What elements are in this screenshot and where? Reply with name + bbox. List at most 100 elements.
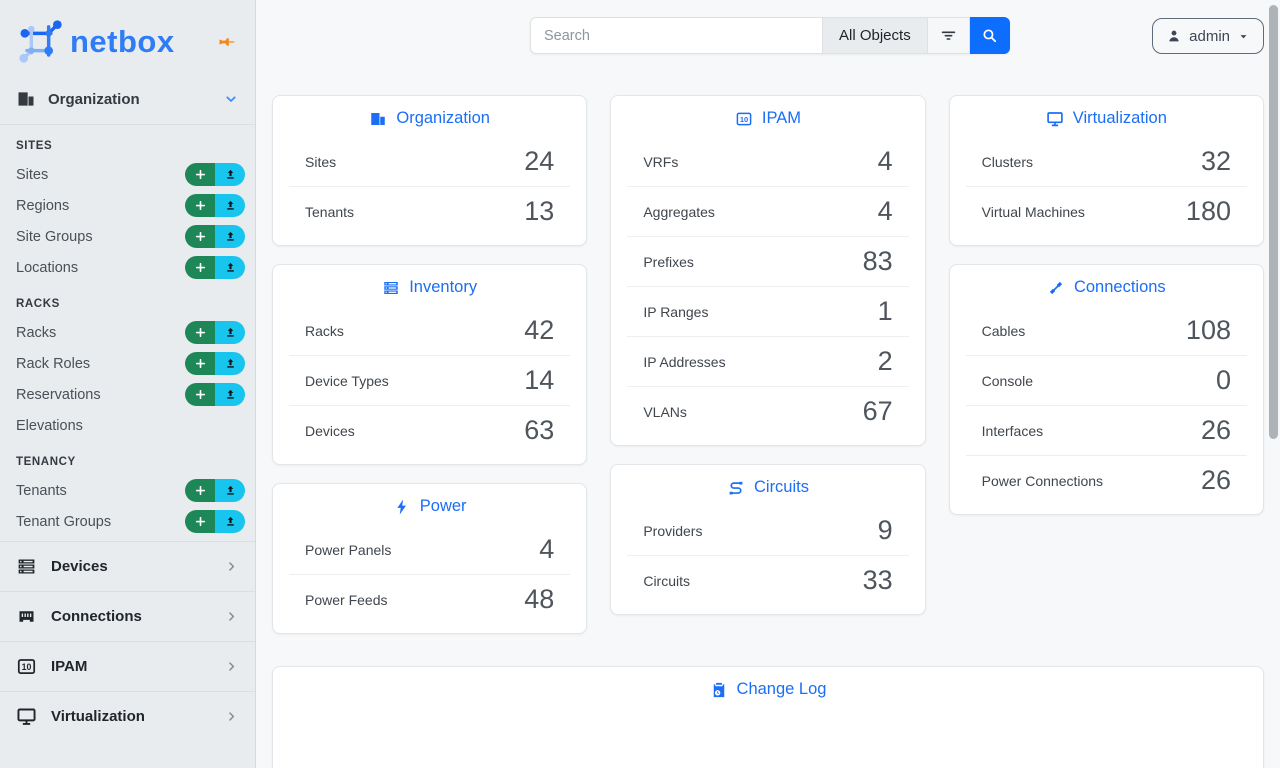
- stat-label[interactable]: Clusters: [981, 153, 1034, 170]
- search-submit-button[interactable]: [969, 17, 1010, 54]
- sidebar-item-site-groups: Site Groups: [0, 221, 255, 252]
- brand-name[interactable]: netbox: [70, 24, 175, 59]
- card-title[interactable]: Circuits: [611, 465, 924, 506]
- import-button[interactable]: [215, 383, 245, 406]
- sidebar-item-link[interactable]: Regions: [16, 197, 70, 214]
- upload-icon: [224, 515, 237, 528]
- import-button[interactable]: [215, 510, 245, 533]
- stat-label[interactable]: Virtual Machines: [981, 203, 1085, 220]
- stat-label[interactable]: Racks: [305, 322, 344, 339]
- search-input[interactable]: [530, 17, 822, 54]
- user-menu-button[interactable]: admin: [1152, 18, 1264, 54]
- sidebar-group-ipam[interactable]: IPAM: [0, 641, 255, 691]
- import-button[interactable]: [215, 163, 245, 186]
- plus-icon: [194, 168, 207, 181]
- import-button[interactable]: [215, 256, 245, 279]
- card-ipam: IPAM VRFs 4 Aggregates 4 Prefixes 83 IP …: [610, 95, 926, 446]
- global-search: All Objects: [530, 17, 1010, 54]
- stat-label[interactable]: Cables: [981, 322, 1026, 339]
- main-content: All Objects admin Organization Sites 24 …: [256, 0, 1280, 768]
- binary-icon: [735, 110, 753, 128]
- add-button[interactable]: [185, 321, 215, 344]
- stat-label[interactable]: Prefixes: [643, 253, 694, 270]
- stat-row: IP Ranges 1: [627, 286, 909, 336]
- card-title[interactable]: Inventory: [273, 265, 586, 306]
- stat-label[interactable]: Circuits: [643, 572, 690, 589]
- plus-icon: [194, 326, 207, 339]
- sidebar-item-link[interactable]: Elevations: [16, 417, 83, 434]
- stat-row: Aggregates 4: [627, 186, 909, 236]
- upload-icon: [224, 326, 237, 339]
- card-title[interactable]: Power: [273, 484, 586, 525]
- stat-label[interactable]: Devices: [305, 422, 355, 439]
- stat-label[interactable]: Interfaces: [981, 422, 1044, 439]
- stat-label[interactable]: Tenants: [305, 203, 355, 220]
- stat-label[interactable]: Console: [981, 372, 1034, 389]
- add-button[interactable]: [185, 510, 215, 533]
- stat-row: Console 0: [965, 355, 1247, 405]
- sidebar-item-link[interactable]: Tenants: [16, 482, 67, 499]
- binary-icon: [16, 656, 37, 677]
- sidebar-group-connections[interactable]: Connections: [0, 591, 255, 641]
- sidebar-item-link[interactable]: Tenant Groups: [16, 513, 112, 530]
- stat-label[interactable]: VRFs: [643, 153, 679, 170]
- card-inventory: Inventory Racks 42 Device Types 14 Devic…: [272, 264, 588, 465]
- card-virtualization: Virtualization Clusters 32 Virtual Machi…: [948, 95, 1264, 246]
- plus-icon: [194, 515, 207, 528]
- sidebar-group-devices[interactable]: Devices: [0, 541, 255, 591]
- search-filter-button[interactable]: [926, 17, 970, 54]
- sidebar-item-link[interactable]: Rack Roles: [16, 355, 91, 372]
- stat-label[interactable]: IP Addresses: [643, 353, 726, 370]
- stat-label[interactable]: Sites: [305, 153, 337, 170]
- add-button[interactable]: [185, 225, 215, 248]
- import-button[interactable]: [215, 225, 245, 248]
- card-title[interactable]: IPAM: [611, 96, 924, 137]
- sidebar-group-virtualization[interactable]: Virtualization: [0, 691, 255, 741]
- stat-label[interactable]: Power Feeds: [305, 591, 388, 608]
- stat-label[interactable]: Power Connections: [981, 472, 1104, 489]
- cable-icon: [1047, 279, 1065, 297]
- sidebar-item-actions: [185, 225, 245, 248]
- stat-label[interactable]: Providers: [643, 522, 703, 539]
- topbar: All Objects admin: [272, 0, 1264, 70]
- netbox-logo[interactable]: [14, 16, 66, 68]
- card-title-label: Connections: [1073, 278, 1166, 296]
- add-button[interactable]: [185, 479, 215, 502]
- add-button[interactable]: [185, 352, 215, 375]
- import-button[interactable]: [215, 321, 245, 344]
- sidebar-item-link[interactable]: Sites: [16, 166, 49, 183]
- stat-label[interactable]: VLANs: [643, 403, 687, 420]
- card-rows: Clusters 32 Virtual Machines 180: [965, 137, 1247, 236]
- stat-label[interactable]: Power Panels: [305, 541, 392, 558]
- add-button[interactable]: [185, 256, 215, 279]
- sidebar-pin-button[interactable]: [213, 28, 241, 56]
- card-title[interactable]: Virtualization: [950, 96, 1263, 137]
- import-button[interactable]: [215, 479, 245, 502]
- add-button[interactable]: [185, 383, 215, 406]
- stat-label[interactable]: Aggregates: [643, 203, 715, 220]
- sidebar-item-link[interactable]: Racks: [16, 324, 57, 341]
- search-scope-button[interactable]: All Objects: [822, 17, 927, 54]
- sidebar-item-link[interactable]: Site Groups: [16, 228, 93, 245]
- chevron-right-icon: [224, 659, 239, 674]
- monitor-icon: [16, 706, 37, 727]
- card-title[interactable]: Connections: [950, 265, 1263, 306]
- scrollbar[interactable]: [1269, 5, 1278, 439]
- import-button[interactable]: [215, 352, 245, 375]
- sidebar-section-title: SITES: [16, 140, 53, 152]
- stat-label[interactable]: IP Ranges: [643, 303, 709, 320]
- add-button[interactable]: [185, 163, 215, 186]
- sidebar-item-link[interactable]: Reservations: [16, 386, 101, 403]
- card-title-change-log[interactable]: Change Log: [273, 667, 1263, 708]
- stat-row: Cables 108: [966, 306, 1247, 355]
- card-title[interactable]: Organization: [273, 96, 586, 137]
- stat-row: Prefixes 83: [627, 236, 909, 286]
- plus-icon: [194, 199, 207, 212]
- stat-label[interactable]: Device Types: [305, 372, 389, 389]
- sidebar-section: SITES Sites Regions Site Groups: [0, 125, 255, 283]
- stat-value: 33: [862, 565, 893, 595]
- sidebar-group-organization[interactable]: Organization: [0, 80, 255, 118]
- sidebar-item-link[interactable]: Locations: [16, 259, 79, 276]
- import-button[interactable]: [215, 194, 245, 217]
- add-button[interactable]: [185, 194, 215, 217]
